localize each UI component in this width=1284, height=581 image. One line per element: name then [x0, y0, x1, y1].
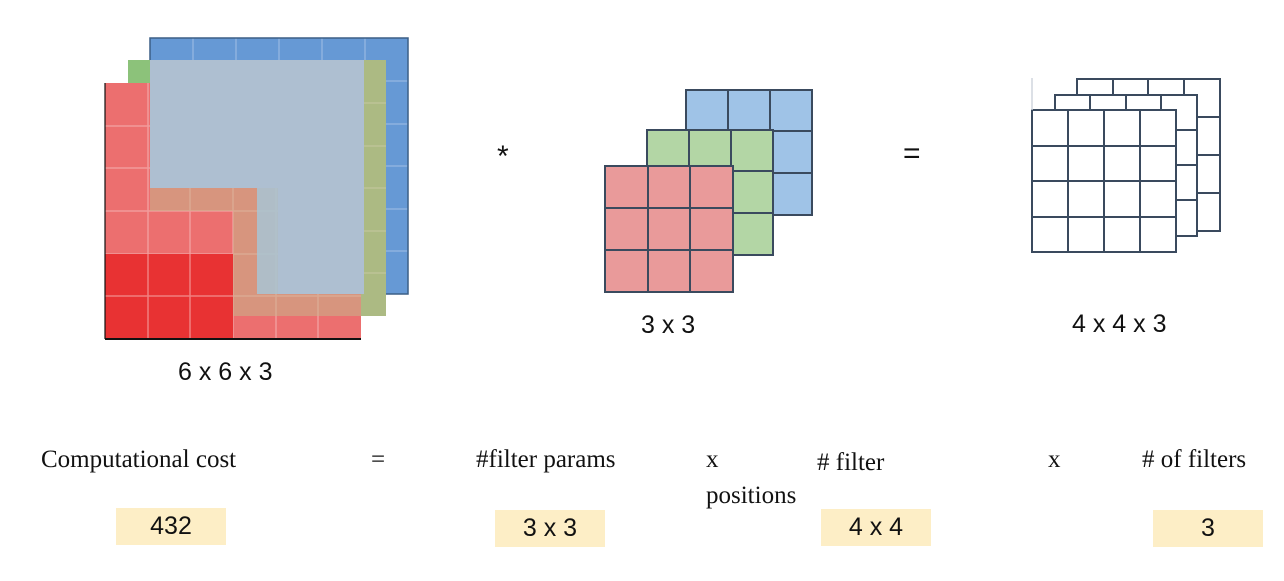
filter-params-label: #filter params	[476, 446, 616, 473]
input-receptive-field	[104, 83, 361, 340]
num-filters-label: # of filters	[1142, 446, 1247, 473]
output-channel-front	[1031, 78, 1177, 253]
times-sign-1: x	[706, 446, 719, 473]
equals-operator: =	[903, 137, 921, 170]
input-overlay	[150, 60, 386, 316]
output-volume	[1031, 78, 1221, 253]
filter-positions-value: 4 x 4	[848, 513, 904, 541]
cost-result-box: 432	[116, 508, 226, 545]
filter-params-box: 3 x 3	[495, 510, 605, 547]
filter-channel-red	[604, 165, 734, 293]
input-dimension-label: 6 x 6 x 3	[178, 358, 273, 386]
filter-positions-label: # filter positions	[706, 449, 885, 509]
cost-result-value: 432	[150, 512, 192, 540]
input-volume	[104, 37, 409, 340]
times-sign-2: x	[1048, 446, 1061, 473]
filter-dimension-label: 3 x 3	[641, 311, 696, 339]
filter-positions-box: 4 x 4	[821, 509, 931, 546]
filter-volume	[604, 89, 813, 293]
filter-params-value: 3 x 3	[522, 514, 578, 542]
num-filters-value: 3	[1201, 514, 1215, 542]
output-dimension-label: 4 x 4 x 3	[1072, 310, 1167, 338]
convolution-operator: *	[497, 140, 509, 173]
cost-heading: Computational cost	[41, 446, 237, 473]
num-filters-box: 3	[1153, 510, 1263, 547]
cost-equals: =	[371, 446, 386, 473]
